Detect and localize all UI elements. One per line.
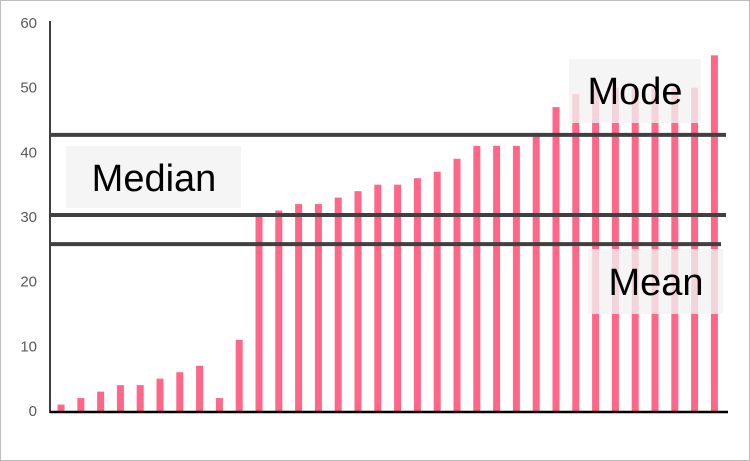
bar <box>77 398 85 411</box>
bar <box>314 204 322 411</box>
bar <box>196 365 204 411</box>
bar <box>255 217 263 411</box>
mean-label: Mean <box>608 262 703 304</box>
y-tick-label: 50 <box>20 80 37 97</box>
bar <box>532 132 540 411</box>
median-label: Median <box>92 158 217 200</box>
median-label-box <box>66 146 241 208</box>
bar <box>275 210 283 411</box>
bar <box>136 385 144 411</box>
bar <box>552 107 560 412</box>
bar <box>176 372 184 411</box>
bar <box>374 184 382 411</box>
bar <box>295 204 303 411</box>
bar <box>413 178 421 411</box>
bar <box>493 145 501 411</box>
bar <box>473 145 481 411</box>
bar <box>433 171 441 411</box>
bar <box>572 94 580 411</box>
bar <box>354 191 362 411</box>
mean-label-box <box>588 249 723 314</box>
mode-label-box <box>569 59 701 123</box>
y-tick-label: 10 <box>20 338 37 355</box>
bar <box>710 55 718 411</box>
y-tick-label: 60 <box>20 15 37 32</box>
bar <box>116 385 124 411</box>
bar <box>394 184 402 411</box>
bar <box>512 145 520 411</box>
bar <box>156 378 164 411</box>
bar <box>57 404 65 411</box>
mode-label: Mode <box>587 71 682 113</box>
y-tick-label: 40 <box>20 144 37 161</box>
bar <box>453 158 461 411</box>
bar <box>97 391 105 411</box>
bar <box>215 398 223 411</box>
y-tick-label: 30 <box>20 209 37 226</box>
bar <box>334 197 342 411</box>
bar <box>235 339 243 411</box>
y-tick-label: 0 <box>29 403 37 420</box>
y-tick-label: 20 <box>20 274 37 291</box>
